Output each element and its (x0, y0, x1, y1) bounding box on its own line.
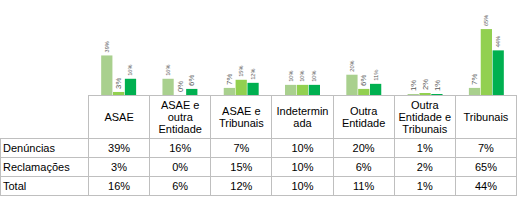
svg-text:6%: 6% (359, 75, 368, 86)
html-text:1%: 1% (416, 142, 433, 154)
html-text:11%: 11% (353, 180, 375, 192)
html-text:Indeterminada: Indeterminada (276, 105, 329, 129)
svg-text:2%: 2% (421, 79, 430, 90)
html-text:7%: 7% (233, 142, 250, 154)
svg-text:0%: 0% (176, 81, 185, 92)
html-text:44%: 44% (474, 180, 497, 192)
html-text:10%: 10% (291, 161, 314, 173)
html-text:16%: 16% (169, 142, 192, 154)
svg-text:44%: 44% (495, 36, 501, 47)
html-text:0%: 0% (172, 161, 189, 173)
html-text:Outra Entidade e Tribunais: Outra Entidade e Tribunais (398, 99, 452, 135)
html-text:Tribunais: Tribunais (463, 111, 509, 123)
svg-text:10%: 10% (288, 71, 294, 82)
html-text:6%: 6% (355, 161, 372, 173)
svg-text:16%: 16% (165, 65, 171, 76)
html-text:10%: 10% (291, 180, 314, 192)
html-text:Denúncias: Denúncias (3, 142, 55, 154)
html-text:ASAE e outra Entidade: ASAE e outra Entidade (158, 99, 202, 135)
svg-text:20%: 20% (349, 60, 355, 71)
svg-text:1%: 1% (409, 80, 418, 91)
svg-text:6%: 6% (187, 75, 196, 86)
svg-text:15%: 15% (238, 66, 244, 77)
svg-text:7%: 7% (470, 74, 479, 85)
svg-text:39%: 39% (104, 41, 110, 52)
svg-text:1%: 1% (433, 80, 442, 91)
html-text:Outra Entidade: Outra Entidade (341, 105, 386, 129)
html-text:20%: 20% (352, 142, 375, 154)
svg-text:12%: 12% (250, 69, 256, 80)
svg-text:65%: 65% (483, 15, 489, 26)
svg-text:11%: 11% (373, 70, 379, 81)
html-text:ASAE: ASAE (104, 111, 134, 123)
html-text:3%: 3% (111, 161, 127, 173)
html-text:Reclamações: Reclamações (3, 161, 70, 173)
html-text:39%: 39% (108, 142, 131, 154)
svg-text:7%: 7% (225, 74, 234, 85)
html-text:16%: 16% (108, 180, 131, 192)
html-text:Total: Total (3, 180, 27, 192)
svg-text:10%: 10% (299, 71, 305, 82)
svg-text:10%: 10% (311, 71, 317, 82)
html-text:2%: 2% (416, 161, 433, 173)
html-text:65%: 65% (474, 161, 497, 173)
html-text:7%: 7% (478, 142, 494, 154)
html-text:1%: 1% (416, 180, 433, 192)
html-text:15%: 15% (230, 161, 253, 173)
html-text:6%: 6% (172, 180, 189, 192)
svg-text:3%: 3% (114, 78, 123, 89)
html-text:12%: 12% (230, 180, 253, 192)
html-text:ASAE e Tribunais: ASAE e Tribunais (218, 105, 264, 129)
html-text:10%: 10% (291, 142, 314, 154)
svg-text:16%: 16% (127, 65, 133, 76)
